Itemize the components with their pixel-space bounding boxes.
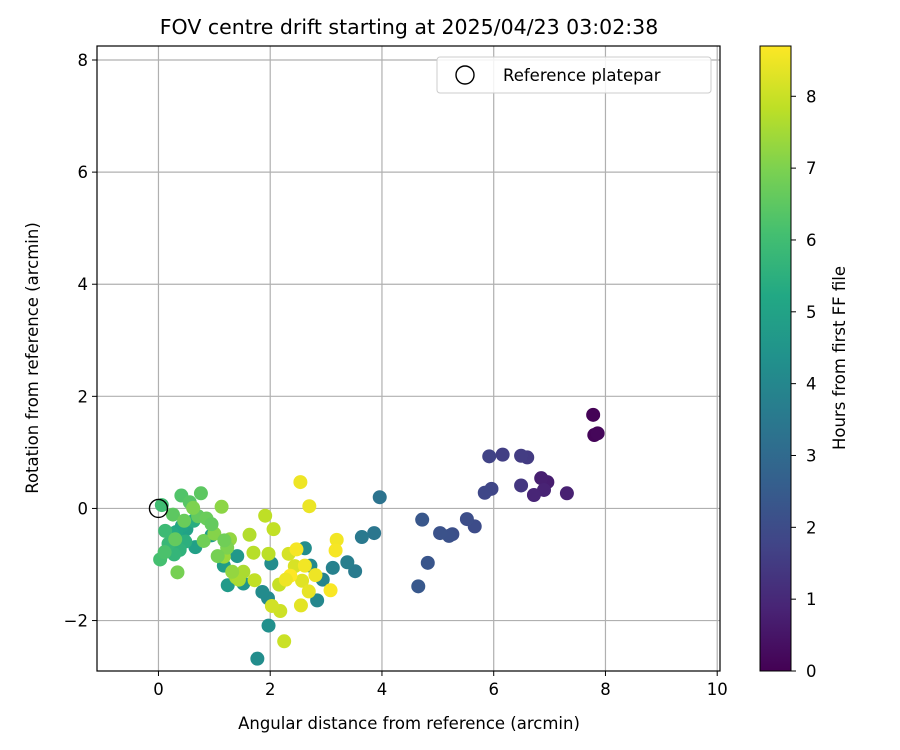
data-point [293, 598, 308, 613]
data-point [196, 533, 211, 548]
y-tick-label: 8 [78, 51, 89, 70]
colorbar-tick-label: 5 [806, 303, 817, 322]
data-point [526, 487, 541, 502]
data-point [214, 499, 229, 514]
x-axis-ticks: 0 2 4 6 8 10 [153, 671, 728, 699]
grid [97, 46, 720, 671]
data-point [165, 507, 180, 522]
colorbar-gradient [759, 45, 792, 672]
colorbar-ticks: 0 1 2 3 4 5 6 7 8 [791, 87, 817, 681]
data-point [266, 522, 281, 537]
data-point [158, 523, 173, 538]
data-point [372, 490, 387, 505]
data-point [433, 526, 448, 541]
data-point [186, 500, 201, 515]
data-point [420, 555, 435, 570]
data-point [170, 565, 185, 580]
colorbar-tick-label: 7 [806, 159, 817, 178]
data-point [328, 543, 343, 558]
y-tick-label: −2 [64, 612, 88, 631]
data-point [157, 545, 172, 560]
data-point [261, 546, 276, 561]
data-point [482, 449, 497, 464]
y-axis-ticks: −2 0 2 4 6 8 [64, 51, 97, 631]
reference-platepar-legend-marker [455, 65, 475, 85]
y-tick-label: 0 [78, 499, 89, 518]
data-point [325, 560, 340, 575]
plot-frame [96, 45, 721, 672]
data-point [459, 512, 474, 527]
data-point [329, 532, 344, 547]
data-point [278, 572, 293, 587]
data-point [246, 545, 261, 560]
data-point [168, 532, 183, 547]
data-point [514, 448, 529, 463]
colorbar-tick-label: 3 [806, 446, 817, 465]
chart-title: FOV centre drift starting at 2025/04/23 … [160, 15, 659, 39]
colorbar-tick-label: 4 [806, 375, 817, 394]
colorbar-tick-label: 1 [806, 590, 817, 609]
y-tick-label: 6 [78, 163, 89, 182]
y-tick-label: 2 [78, 387, 89, 406]
data-point [204, 517, 219, 532]
data-point [242, 527, 257, 542]
x-tick-label: 8 [600, 680, 611, 699]
data-points [148, 407, 605, 666]
data-point [302, 499, 317, 514]
legend-entry-label: Reference platepar [503, 66, 661, 85]
data-point [559, 486, 574, 501]
data-point [323, 583, 338, 598]
y-axis-label: Rotation from reference (arcmin) [23, 222, 42, 494]
data-point [411, 579, 426, 594]
data-point [225, 564, 240, 579]
data-point [193, 486, 208, 501]
data-point [514, 478, 529, 493]
data-point [495, 447, 510, 462]
data-point [534, 471, 549, 486]
data-point [289, 542, 304, 557]
data-point [230, 549, 245, 564]
data-point [301, 584, 316, 599]
data-point [210, 549, 225, 564]
data-point [340, 555, 355, 570]
data-point [310, 593, 325, 608]
data-point [586, 407, 601, 422]
data-point [367, 526, 382, 541]
colorbar-tick-label: 0 [806, 662, 817, 681]
data-point [415, 512, 430, 527]
colorbar-tick-label: 8 [806, 87, 817, 106]
data-point [247, 573, 262, 588]
data-point [261, 618, 276, 633]
data-point [477, 485, 492, 500]
colorbar-tick-label: 6 [806, 231, 817, 250]
data-point [277, 634, 292, 649]
data-point [590, 426, 605, 441]
x-tick-label: 2 [265, 680, 276, 699]
data-point [177, 513, 192, 528]
legend: Reference platepar [436, 56, 712, 94]
x-tick-label: 0 [153, 680, 164, 699]
x-tick-label: 10 [707, 680, 728, 699]
data-point [354, 530, 369, 545]
x-axis-label: Angular distance from reference (arcmin) [238, 714, 580, 733]
y-tick-label: 4 [78, 275, 89, 294]
x-tick-label: 4 [377, 680, 388, 699]
colorbar: 0 1 2 3 4 5 6 7 8 Hours from first FF file [759, 45, 849, 681]
data-point [264, 598, 279, 613]
data-point [308, 568, 323, 583]
colorbar-tick-label: 2 [806, 518, 817, 537]
data-point [217, 533, 232, 548]
legend-box [436, 56, 712, 94]
reference-platepar-marker [148, 498, 169, 519]
x-tick-label: 6 [488, 680, 499, 699]
data-point [250, 651, 265, 666]
data-point [258, 508, 273, 523]
data-point [295, 573, 310, 588]
data-point [297, 558, 312, 573]
data-point [293, 475, 308, 490]
data-point [255, 584, 270, 599]
colorbar-label: Hours from first FF file [830, 266, 849, 450]
